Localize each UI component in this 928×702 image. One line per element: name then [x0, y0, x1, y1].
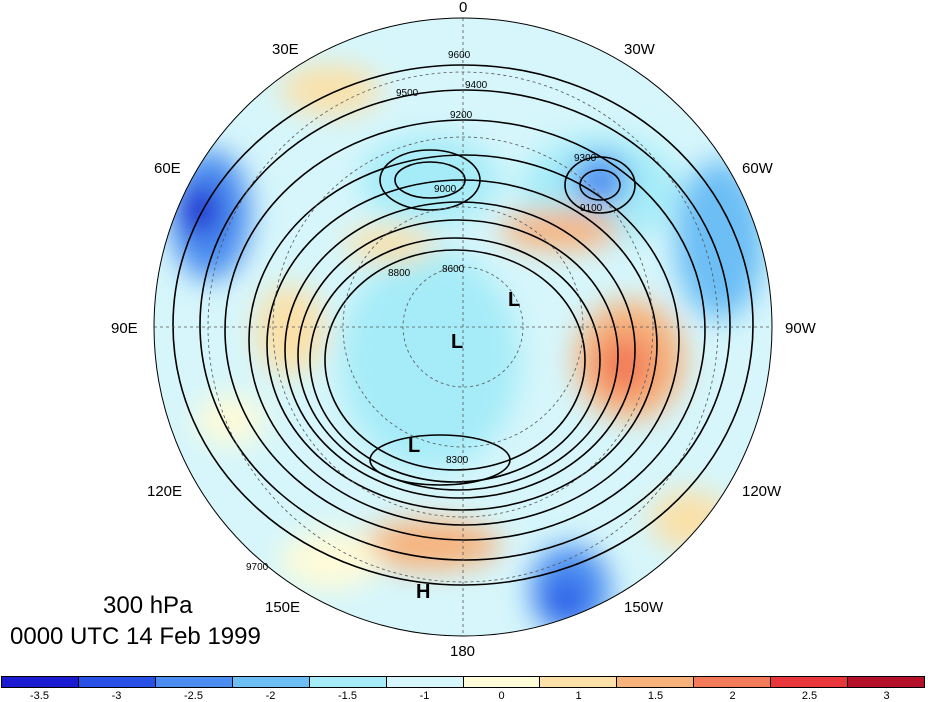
colorbar-tick-label: -3: [111, 690, 122, 702]
colorbar-tick-label: -2: [265, 690, 276, 702]
longitude-label-0: 0: [459, 0, 468, 16]
colorbar-swatch: [463, 677, 541, 687]
longitude-label-30w: 30W: [624, 41, 655, 58]
longitude-label-150e: 150E: [265, 599, 301, 616]
colorbar-tick-label: 3: [883, 690, 890, 702]
low-pressure-marker: L: [408, 435, 420, 457]
colorbar-tick-label: -1: [419, 690, 430, 702]
colorbar: [1, 676, 925, 688]
colorbar-tick-label: -2.5: [184, 690, 203, 702]
longitude-label-90w: 90W: [785, 320, 816, 337]
colorbar-swatch: [694, 677, 772, 687]
colorbar-swatch: [78, 677, 156, 687]
longitude-label-60e: 60E: [154, 160, 181, 177]
high-pressure-marker: H: [416, 581, 430, 603]
contour-label: 8300: [446, 455, 469, 466]
contour-label: 9500: [396, 88, 419, 99]
colorbar-tick-label: -1.5: [338, 690, 357, 702]
colorbar-tick-label: 1.5: [647, 690, 664, 702]
pressure-center-symbols: L L L H: [408, 289, 520, 603]
contour-label: 9000: [434, 184, 457, 195]
colorbar-swatch: [617, 677, 695, 687]
contour-label: 9700: [246, 562, 269, 573]
contour-label: 9300: [574, 153, 597, 164]
colorbar-swatch: [848, 677, 925, 687]
longitude-label-180: 180: [450, 643, 476, 660]
colorbar-swatch: [540, 677, 618, 687]
longitude-label-90e: 90E: [111, 320, 138, 337]
low-pressure-marker: L: [451, 331, 463, 353]
colorbar-swatch: [2, 677, 79, 687]
contour-label: 9200: [450, 110, 473, 121]
longitude-label-30e: 30E: [272, 41, 299, 58]
longitude-label-60w: 60W: [742, 160, 773, 177]
colorbar-swatch: [232, 677, 310, 687]
anomaly-shading: [170, 65, 765, 635]
colorbar-swatch: [771, 677, 849, 687]
valid-time-label: 0000 UTC 14 Feb 1999: [10, 623, 261, 650]
coordinate-grid: [154, 18, 772, 636]
colorbar-tick-label: -3.5: [30, 690, 49, 702]
pressure-level-label: 300 hPa: [103, 592, 193, 619]
contour-label: 8800: [388, 268, 411, 279]
low-pressure-marker: L: [508, 289, 520, 311]
colorbar-tick-label: 1: [575, 690, 582, 702]
longitude-label-120w: 120W: [742, 483, 782, 500]
colorbar-tick-label: 2.5: [801, 690, 818, 702]
contour-label: 9400: [465, 80, 488, 91]
contour-label: 9600: [448, 50, 471, 61]
colorbar-tick-label: 0: [498, 690, 505, 702]
map-boundary: [153, 17, 773, 637]
colorbar-swatch: [155, 677, 233, 687]
contour-label: 8600: [442, 264, 465, 275]
colorbar-swatch: [386, 677, 464, 687]
colorbar-swatch: [309, 677, 387, 687]
longitude-label-150w: 150W: [624, 599, 664, 616]
longitude-label-120e: 120E: [147, 483, 183, 500]
contour-value-labels: 9600 9400 9500 9200 9300 9100 9000 8800 …: [246, 50, 603, 573]
contour-label: 9100: [580, 203, 603, 214]
colorbar-tick-label: 2: [729, 690, 736, 702]
